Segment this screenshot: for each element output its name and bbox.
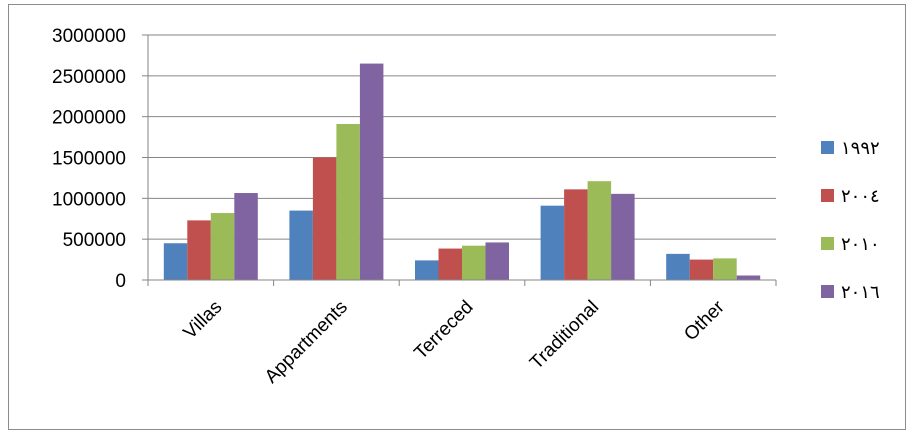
bar (359, 63, 384, 281)
bar (713, 258, 737, 280)
bar (462, 245, 486, 280)
y-tick-label: 2000000 (52, 108, 126, 129)
legend-swatch (821, 189, 834, 202)
bar (564, 189, 588, 280)
axes: 0 500000 1000000 1500000 2000000 2500000 30000… (52, 26, 777, 388)
y-tick-label: 500000 (63, 230, 126, 251)
bar (485, 242, 509, 280)
bar (163, 243, 188, 280)
legend-label: ٢٠١٠ (841, 234, 880, 255)
bar (689, 259, 714, 280)
legend-label: ١٩٩٢ (841, 138, 880, 159)
legend-swatch (821, 237, 834, 250)
y-tick-label: 1500000 (52, 149, 126, 170)
bar (210, 213, 235, 280)
chart-frame (8, 4, 906, 430)
bar (438, 248, 462, 280)
y-tick-label: 3000000 (52, 26, 126, 47)
legend: ١٩٩٢ ٢٠٠٤ ٢٠١٠ ٢٠١٦ (821, 138, 880, 303)
bar (312, 157, 337, 280)
bar (415, 260, 439, 280)
x-category-label: Appartments (261, 297, 352, 388)
bar (611, 193, 635, 280)
y-tick-label: 2500000 (52, 67, 126, 88)
bar (289, 210, 313, 280)
bars (163, 63, 761, 281)
y-tick-label: 1000000 (52, 189, 126, 210)
bar (666, 253, 690, 280)
legend-label: ٢٠١٦ (841, 282, 880, 303)
legend-label: ٢٠٠٤ (841, 186, 880, 207)
legend-swatch (821, 285, 834, 298)
bar (187, 220, 211, 280)
legend-swatch (821, 141, 834, 154)
y-tick-label: 0 (115, 271, 126, 292)
bar (540, 205, 565, 280)
x-category-label: Other (680, 296, 729, 345)
bar (234, 193, 258, 280)
bar (736, 275, 761, 280)
x-category-label: Terreced (410, 297, 477, 364)
bar (336, 124, 360, 281)
x-category-label: Traditional (526, 297, 603, 374)
bar (587, 181, 612, 280)
x-category-label: Villas (180, 297, 227, 344)
